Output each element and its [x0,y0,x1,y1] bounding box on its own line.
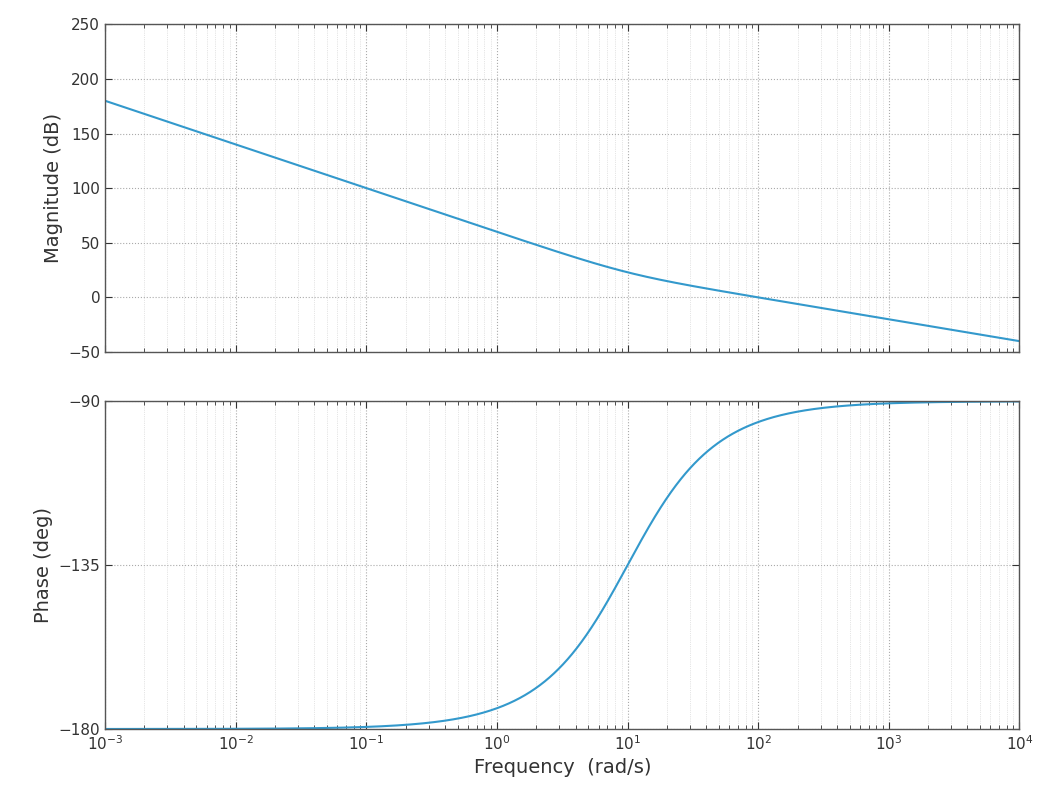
Y-axis label: Phase (deg): Phase (deg) [34,507,53,623]
X-axis label: Frequency  (rad/s): Frequency (rad/s) [474,758,651,777]
Y-axis label: Magnitude (dB): Magnitude (dB) [44,113,63,263]
